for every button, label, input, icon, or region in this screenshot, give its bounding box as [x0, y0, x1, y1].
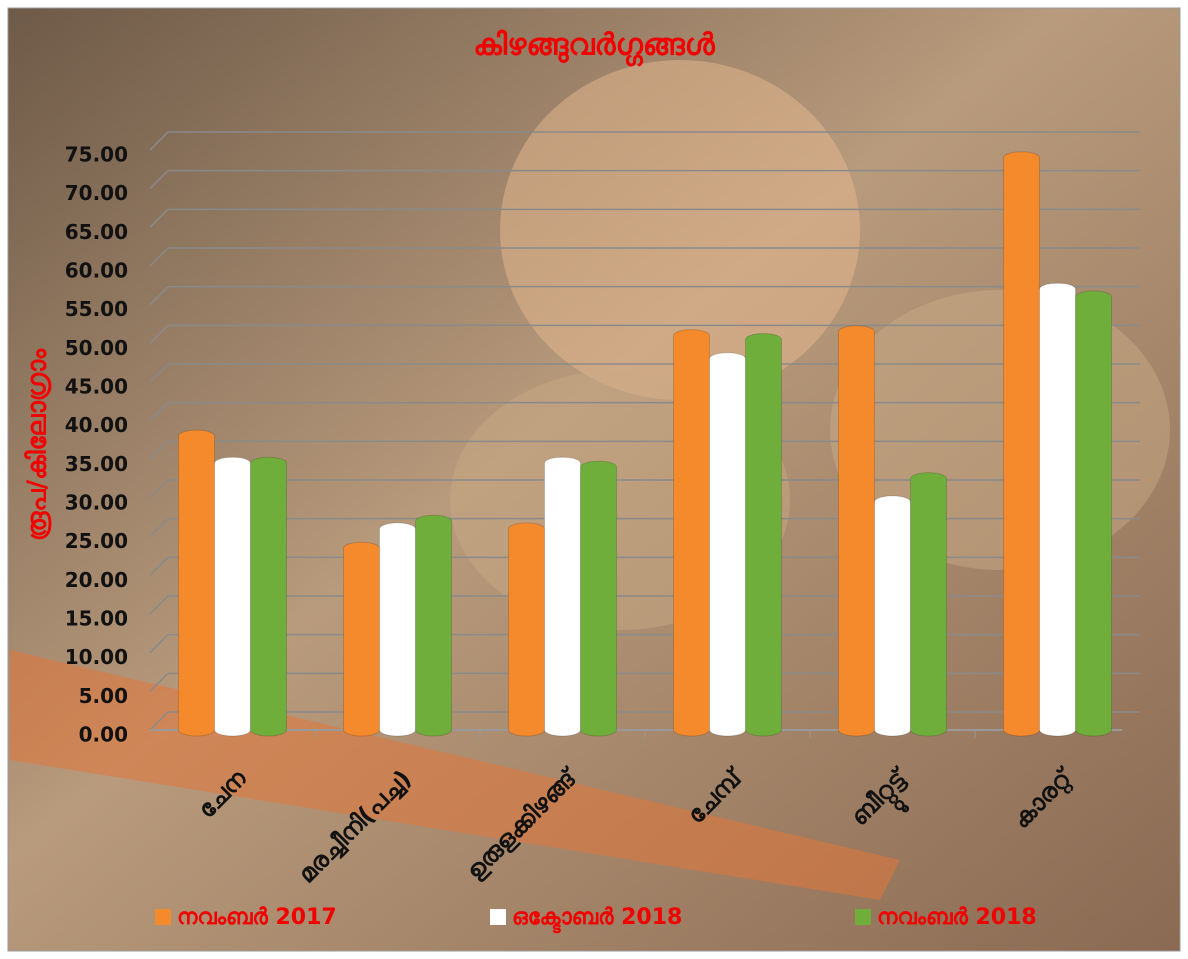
- bar: [1075, 290, 1112, 737]
- grid-line-side: [149, 556, 169, 576]
- grid-line-side: [149, 247, 169, 267]
- bar: [874, 495, 911, 737]
- grid-line-side: [149, 672, 169, 692]
- bar: [178, 429, 215, 737]
- grid-line-side: [149, 518, 169, 538]
- grid-line-side: [149, 634, 169, 654]
- y-tick-label: 30.00: [65, 491, 128, 515]
- bar: [1003, 151, 1040, 737]
- legend-swatch: [855, 909, 871, 925]
- chart-title: കിഴങ്ങുവർഗ്ഗങ്ങൾ: [473, 28, 715, 68]
- y-tick-label: 65.00: [65, 220, 128, 244]
- y-tick-label: 70.00: [65, 181, 128, 205]
- y-tick-label: 50.00: [65, 336, 128, 360]
- grid-line-side: [149, 131, 169, 151]
- y-tick-label: 45.00: [65, 375, 128, 399]
- y-tick-label: 40.00: [65, 413, 128, 437]
- legend-label: നവംബർ 2018: [877, 905, 1037, 930]
- grid-line-side: [149, 170, 169, 190]
- bar: [250, 456, 287, 737]
- bar: [745, 332, 782, 737]
- y-tick-label: 75.00: [65, 143, 128, 167]
- grid-line-side: [149, 595, 169, 615]
- bar: [838, 325, 875, 737]
- y-tick-label: 25.00: [65, 529, 128, 553]
- legend-swatch: [490, 909, 506, 925]
- bar: [415, 514, 452, 737]
- legend-swatch: [155, 909, 171, 925]
- bar: [709, 352, 746, 737]
- bar: [343, 541, 380, 737]
- grid-line-side: [149, 402, 169, 422]
- legend-label: നവംബർ 2017: [177, 905, 337, 930]
- bar: [580, 460, 617, 737]
- y-tick-label: 10.00: [65, 645, 128, 669]
- grid-line-side: [149, 711, 169, 731]
- decor-onion: [500, 60, 860, 400]
- grid-line-side: [149, 479, 169, 499]
- bar: [379, 522, 416, 737]
- legend-label: ഒക്ടോബർ 2018: [512, 905, 682, 934]
- grid-line-side: [149, 208, 169, 228]
- bar: [508, 522, 545, 737]
- grid-line-side: [149, 324, 169, 344]
- y-tick-label: 20.00: [65, 568, 128, 592]
- y-axis-label: രൂപ/കിലോഗ്രാം: [23, 348, 53, 541]
- y-tick-label: 55.00: [65, 297, 128, 321]
- bar: [1039, 282, 1076, 737]
- y-tick-label: 15.00: [65, 607, 128, 631]
- bar: [673, 329, 710, 737]
- bar: [214, 456, 251, 737]
- bar: [544, 456, 581, 737]
- y-tick-label: 60.00: [65, 259, 128, 283]
- bar: [910, 472, 947, 737]
- grid-line-side: [149, 286, 169, 306]
- y-tick-label: 5.00: [79, 684, 128, 708]
- y-tick-label: 35.00: [65, 452, 128, 476]
- y-tick-label: 0.00: [79, 723, 128, 747]
- grid-line-side: [149, 440, 169, 460]
- grid-line-side: [149, 363, 169, 383]
